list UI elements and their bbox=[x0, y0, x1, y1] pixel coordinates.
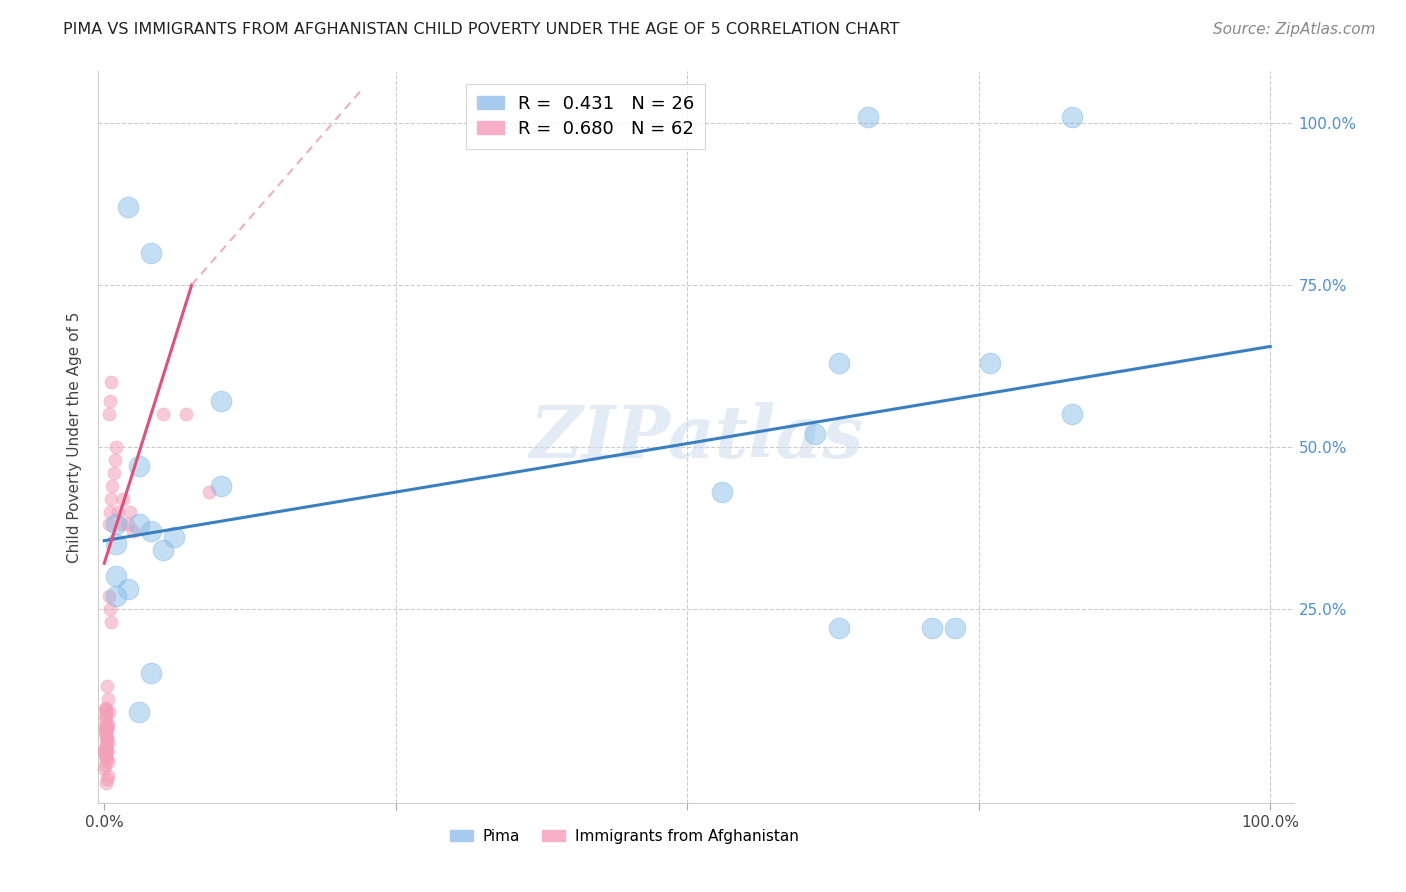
Point bbox=[174, 408, 197, 422]
Point bbox=[107, 504, 129, 518]
Point bbox=[96, 679, 118, 693]
Point bbox=[97, 589, 120, 603]
Point bbox=[94, 721, 117, 735]
Point bbox=[711, 485, 734, 500]
Point bbox=[139, 245, 162, 260]
Point bbox=[117, 517, 139, 532]
Point bbox=[94, 703, 117, 717]
Text: ZIPatlas: ZIPatlas bbox=[529, 401, 863, 473]
Point bbox=[94, 741, 117, 756]
Point bbox=[1060, 110, 1083, 124]
Point bbox=[139, 524, 162, 538]
Point bbox=[104, 517, 127, 532]
Point bbox=[93, 763, 115, 777]
Point bbox=[139, 666, 162, 681]
Point bbox=[209, 394, 232, 409]
Point bbox=[97, 517, 120, 532]
Point bbox=[97, 705, 120, 719]
Point bbox=[101, 478, 124, 492]
Point bbox=[96, 716, 118, 731]
Point bbox=[96, 744, 118, 758]
Point bbox=[100, 491, 122, 506]
Point bbox=[96, 772, 118, 787]
Point bbox=[96, 752, 118, 766]
Point bbox=[96, 743, 118, 757]
Point bbox=[122, 524, 145, 538]
Point bbox=[97, 692, 120, 706]
Point bbox=[152, 408, 174, 422]
Point bbox=[828, 621, 851, 635]
Point bbox=[118, 504, 141, 518]
Point bbox=[198, 485, 221, 500]
Point bbox=[96, 736, 118, 750]
Point bbox=[100, 375, 122, 389]
Point bbox=[94, 752, 117, 766]
Point bbox=[163, 530, 186, 544]
Point bbox=[97, 408, 120, 422]
Text: Source: ZipAtlas.com: Source: ZipAtlas.com bbox=[1212, 22, 1375, 37]
Point bbox=[97, 718, 120, 732]
Point bbox=[94, 701, 117, 715]
Point bbox=[94, 740, 117, 755]
Point bbox=[94, 743, 117, 757]
Point bbox=[111, 491, 134, 506]
Point bbox=[93, 744, 115, 758]
Text: PIMA VS IMMIGRANTS FROM AFGHANISTAN CHILD POVERTY UNDER THE AGE OF 5 CORRELATION: PIMA VS IMMIGRANTS FROM AFGHANISTAN CHIL… bbox=[63, 22, 900, 37]
Point bbox=[98, 601, 121, 615]
Legend: Pima, Immigrants from Afghanistan: Pima, Immigrants from Afghanistan bbox=[444, 822, 804, 850]
Point bbox=[94, 731, 117, 745]
Point bbox=[103, 466, 125, 480]
Point bbox=[921, 621, 943, 635]
Point bbox=[93, 725, 115, 739]
Point bbox=[104, 537, 127, 551]
Point bbox=[96, 731, 118, 746]
Point bbox=[104, 569, 127, 583]
Point bbox=[979, 356, 1001, 370]
Point bbox=[945, 621, 967, 635]
Point bbox=[97, 769, 120, 783]
Point bbox=[1060, 408, 1083, 422]
Point bbox=[94, 723, 117, 738]
Point bbox=[96, 736, 118, 750]
Point bbox=[100, 615, 122, 629]
Point bbox=[152, 543, 174, 558]
Point bbox=[98, 394, 121, 409]
Point bbox=[96, 723, 118, 737]
Point bbox=[128, 705, 150, 719]
Point bbox=[104, 452, 127, 467]
Point bbox=[209, 478, 232, 492]
Point bbox=[110, 517, 132, 532]
Point bbox=[804, 426, 827, 441]
Y-axis label: Child Poverty Under the Age of 5: Child Poverty Under the Age of 5 bbox=[67, 311, 83, 563]
Point bbox=[104, 589, 127, 603]
Point bbox=[94, 758, 117, 772]
Point bbox=[94, 706, 117, 720]
Point bbox=[117, 200, 139, 214]
Point bbox=[96, 731, 118, 745]
Point bbox=[94, 710, 117, 724]
Point bbox=[94, 719, 117, 733]
Point bbox=[96, 721, 118, 735]
Point bbox=[856, 110, 879, 124]
Point bbox=[828, 356, 851, 370]
Point bbox=[98, 504, 121, 518]
Point bbox=[104, 440, 127, 454]
Point bbox=[117, 582, 139, 597]
Point bbox=[96, 776, 118, 790]
Point bbox=[93, 711, 115, 725]
Point bbox=[94, 747, 117, 762]
Point bbox=[97, 755, 120, 769]
Point bbox=[93, 702, 115, 716]
Point bbox=[94, 727, 117, 741]
Point bbox=[128, 517, 150, 532]
Point bbox=[94, 748, 117, 763]
Point bbox=[94, 739, 117, 754]
Point bbox=[128, 459, 150, 474]
